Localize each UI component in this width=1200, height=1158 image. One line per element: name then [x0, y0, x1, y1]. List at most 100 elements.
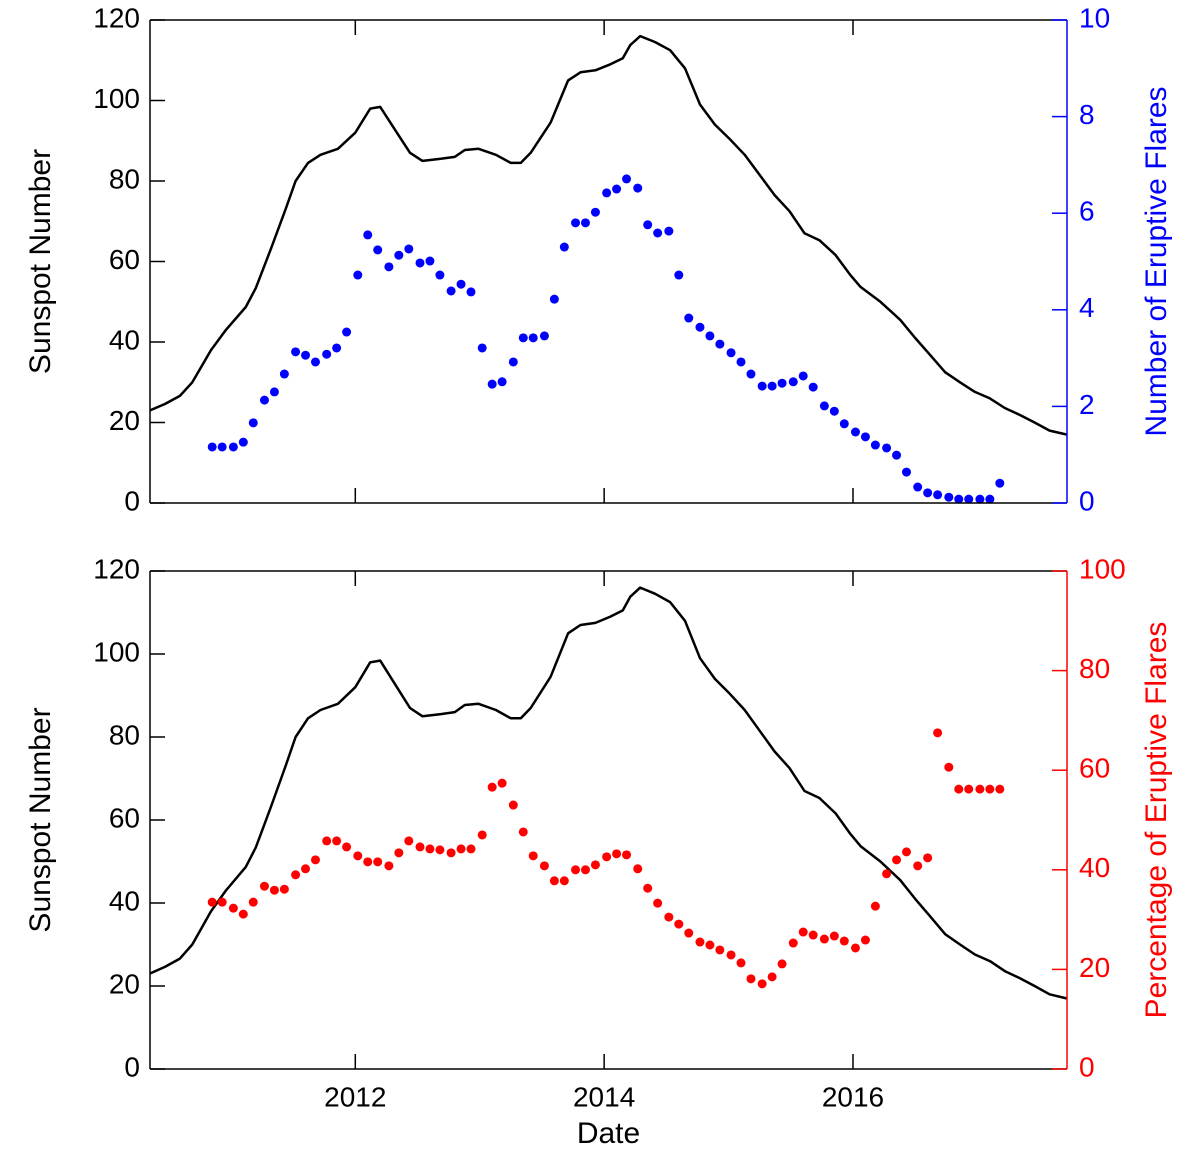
y-tick-label: 40	[109, 324, 140, 355]
y2-tick-label: 100	[1079, 553, 1126, 584]
y-tick-label: 20	[109, 405, 140, 436]
flare-dot	[580, 218, 590, 228]
flare-dot	[757, 979, 767, 989]
flare-dot	[571, 865, 581, 875]
flare-dot	[829, 406, 839, 416]
flare-dot	[301, 350, 311, 360]
flare-dot	[684, 313, 694, 323]
flare-dot	[291, 870, 301, 880]
flare-dot	[882, 443, 892, 453]
flare-dot	[310, 855, 320, 865]
flare-dot	[373, 245, 383, 255]
flare-dot	[310, 357, 320, 367]
flare-dot	[975, 494, 985, 504]
flare-dot	[487, 782, 497, 792]
flare-dot	[995, 478, 1005, 488]
flare-dot	[217, 897, 227, 907]
y-tick-label: 60	[109, 244, 140, 275]
flare-dot	[777, 959, 787, 969]
flare-dot	[342, 842, 352, 852]
flare-dot	[985, 494, 995, 504]
x-tick-label: 2016	[822, 1081, 884, 1112]
y2-tick-label: 2	[1079, 389, 1095, 420]
flare-dot	[477, 343, 487, 353]
y-tick-label: 100	[93, 83, 140, 114]
flare-dot	[259, 395, 269, 405]
flare-dot	[653, 228, 663, 238]
y-tick-label: 120	[93, 553, 140, 584]
flare-dot	[892, 855, 902, 865]
flare-dot	[944, 762, 954, 772]
flare-dot	[622, 174, 632, 184]
flare-dot	[435, 270, 445, 280]
flare-dot	[954, 784, 964, 794]
flare-dot	[808, 930, 818, 940]
y-axis-label: Sunspot Number	[24, 149, 57, 374]
flare-dot	[539, 861, 549, 871]
y2-tick-label: 0	[1079, 485, 1095, 516]
x-tick-label: 2014	[573, 1081, 635, 1112]
flare-dot	[363, 230, 373, 240]
y-tick-label: 80	[109, 163, 140, 194]
flare-dot	[715, 339, 725, 349]
flare-dot	[571, 218, 581, 228]
flare-dot	[819, 401, 829, 411]
flare-dot	[342, 327, 352, 337]
flare-dot	[839, 419, 849, 429]
flare-dot	[590, 207, 600, 217]
flare-dot	[508, 800, 518, 810]
flare-dot	[425, 256, 435, 266]
flare-dot	[777, 378, 787, 388]
flare-dot	[923, 853, 933, 863]
flare-dot	[446, 848, 456, 858]
flare-dot	[353, 851, 363, 861]
flare-dot	[664, 912, 674, 922]
flare-dot	[726, 348, 736, 358]
flare-dot	[964, 494, 974, 504]
flare-dot	[736, 357, 746, 367]
y2-tick-label: 40	[1079, 852, 1110, 883]
y2-axis-label: Percentage of Eruptive Flares	[1140, 622, 1173, 1019]
flare-dot	[539, 331, 549, 341]
flare-dot	[964, 784, 974, 794]
flare-dot	[394, 250, 404, 260]
flare-dot	[291, 347, 301, 357]
flare-dot	[228, 903, 238, 913]
y-tick-label: 60	[109, 802, 140, 833]
flare-dot	[528, 851, 538, 861]
flare-dot	[901, 847, 911, 857]
flare-dot	[860, 432, 870, 442]
x-tick-label: 2012	[324, 1081, 386, 1112]
flare-dot	[425, 844, 435, 854]
flare-dot	[819, 934, 829, 944]
y-tick-label: 40	[109, 885, 140, 916]
flare-dot	[394, 848, 404, 858]
flare-dot	[248, 418, 258, 428]
flare-dot	[353, 270, 363, 280]
flare-dot	[798, 371, 808, 381]
flare-dot	[301, 864, 311, 874]
flare-dot	[528, 333, 538, 343]
y2-tick-label: 4	[1079, 292, 1095, 323]
flare-dot	[695, 937, 705, 947]
flare-dot	[602, 852, 612, 862]
flare-dot	[944, 492, 954, 502]
flare-dot	[726, 950, 736, 960]
flare-dot	[870, 440, 880, 450]
flare-dot	[788, 938, 798, 948]
flare-dot	[279, 369, 289, 379]
flare-dot	[559, 242, 569, 252]
sunspot-line	[149, 34, 1068, 436]
flare-dot	[933, 728, 943, 738]
flare-dot	[674, 270, 684, 280]
y2-tick-label: 60	[1079, 753, 1110, 784]
flare-dot	[798, 927, 808, 937]
flare-dot	[633, 864, 643, 874]
flare-dot	[518, 333, 528, 343]
flare-dot	[664, 226, 674, 236]
flare-dot	[497, 778, 507, 788]
flare-dot	[736, 958, 746, 968]
flare-dot	[622, 850, 632, 860]
flare-dot	[435, 845, 445, 855]
